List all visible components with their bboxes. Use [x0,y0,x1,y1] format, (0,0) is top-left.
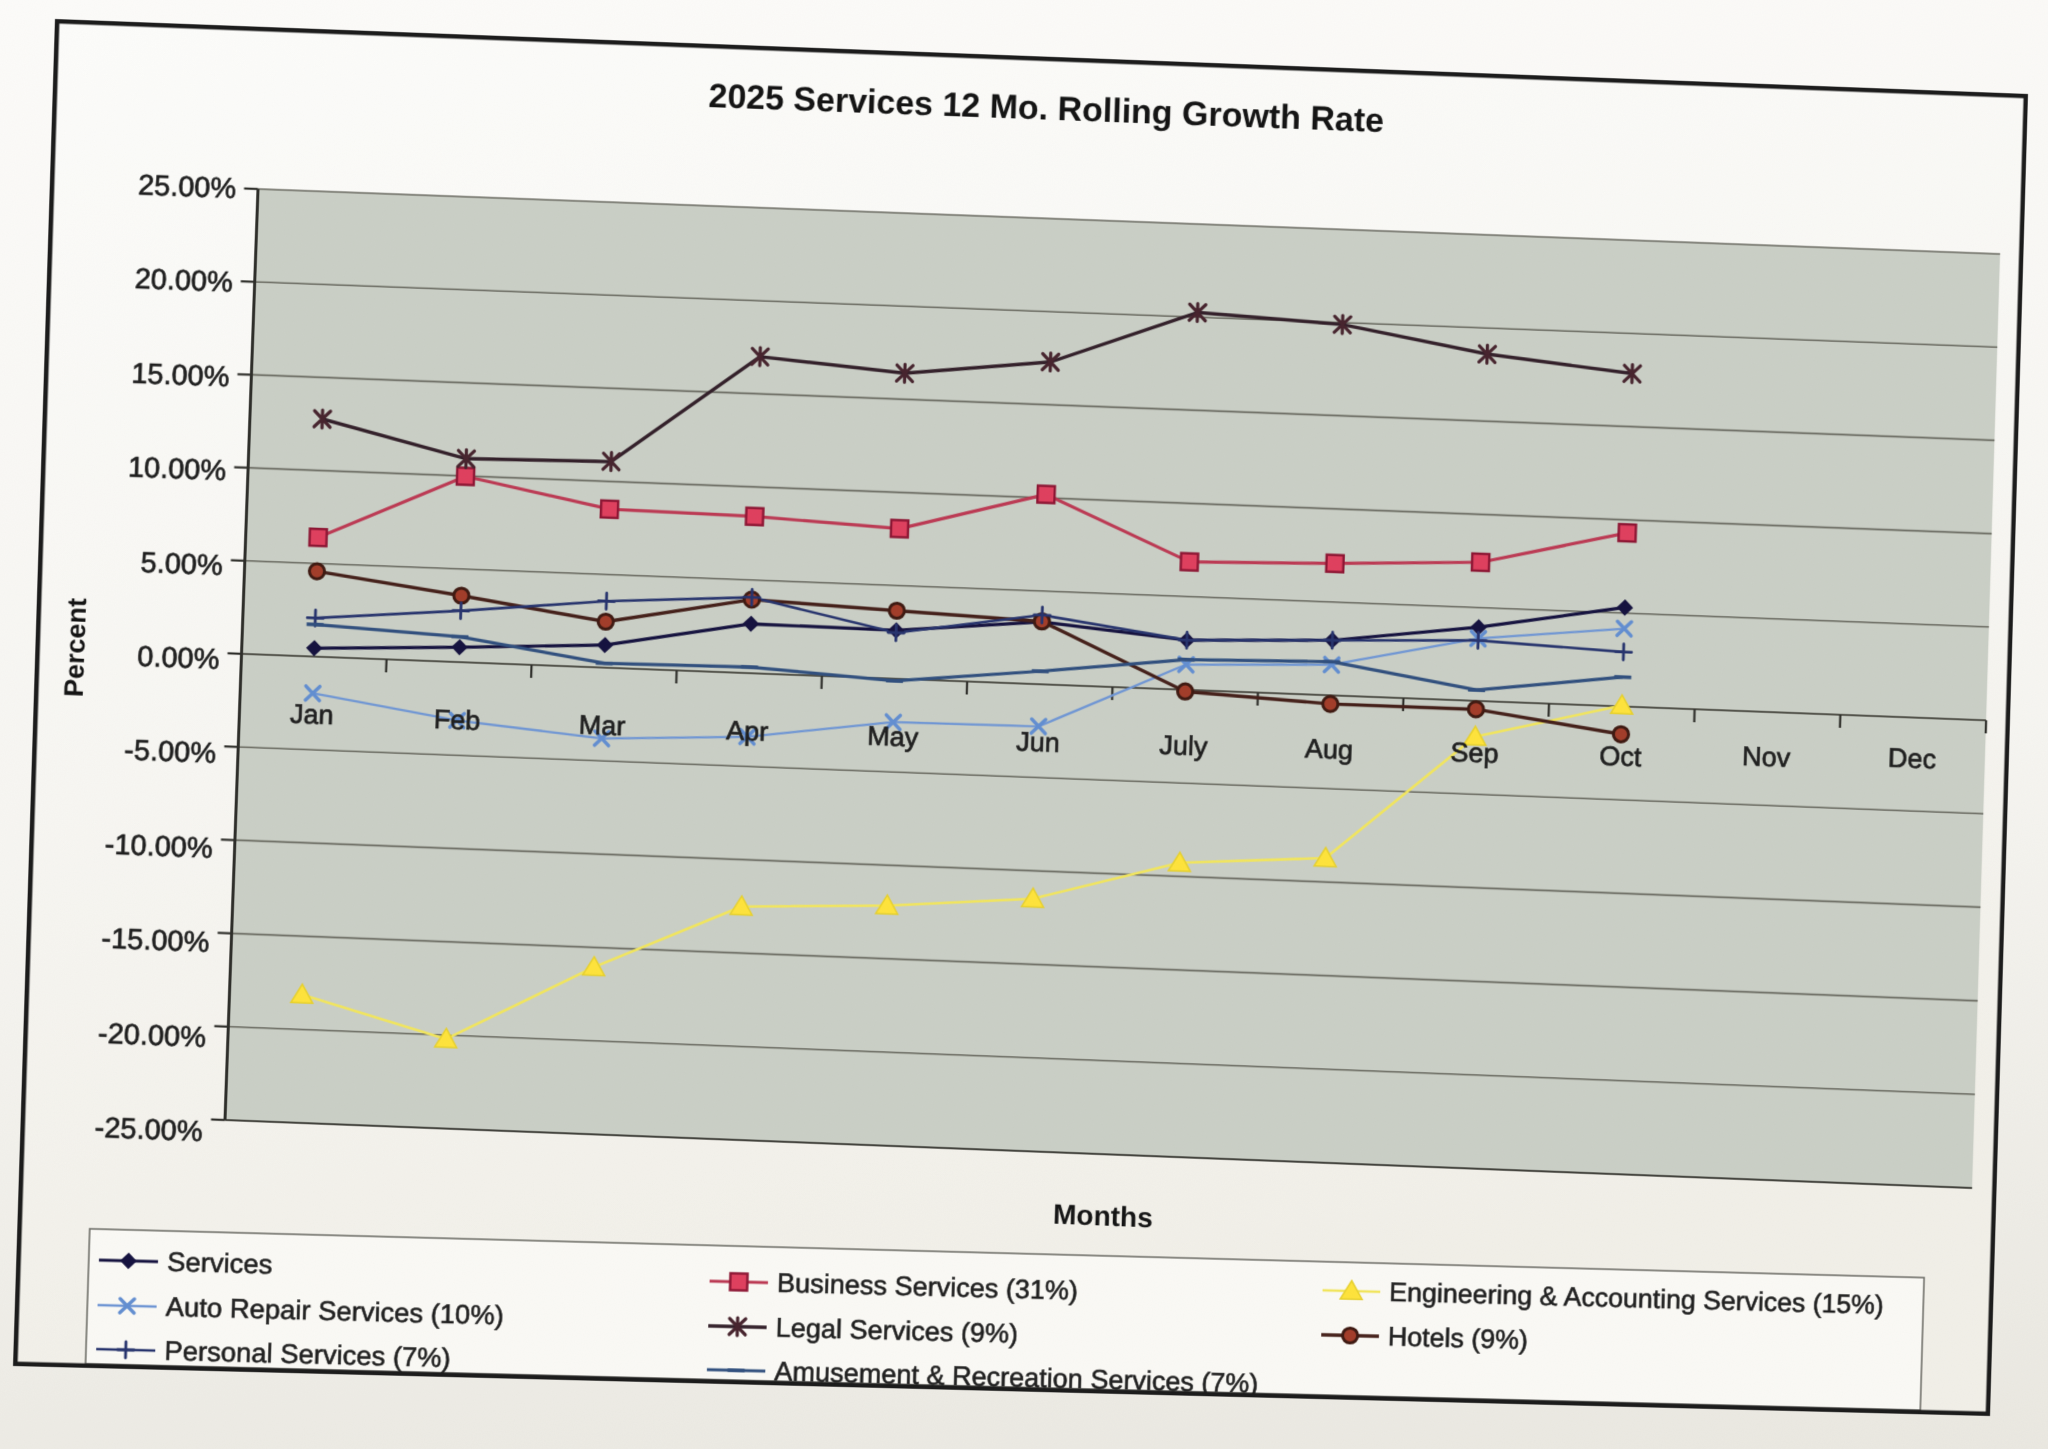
svg-text:Dec: Dec [1887,743,1936,775]
svg-text:-5.00%: -5.00% [124,735,217,770]
svg-text:-10.00%: -10.00% [104,829,213,865]
svg-text:-20.00%: -20.00% [97,1017,206,1053]
svg-text:Mar: Mar [578,710,625,742]
svg-text:25.00%: 25.00% [138,170,237,206]
svg-text:0.00%: 0.00% [137,641,220,676]
svg-text:Months: Months [1053,1198,1154,1233]
svg-text:15.00%: 15.00% [131,358,230,394]
svg-text:Jan: Jan [290,699,335,731]
svg-text:Apr: Apr [726,715,769,747]
svg-text:20.00%: 20.00% [134,264,233,300]
svg-text:July: July [1159,730,1209,762]
svg-text:May: May [867,721,920,753]
svg-text:Oct: Oct [1599,741,1643,773]
svg-text:10.00%: 10.00% [127,452,226,488]
svg-text:5.00%: 5.00% [140,547,223,582]
svg-text:-15.00%: -15.00% [101,923,210,959]
svg-text:Jun: Jun [1016,726,1061,758]
svg-text:Feb: Feb [433,704,481,736]
svg-text:-25.00%: -25.00% [94,1112,203,1148]
svg-text:Aug: Aug [1304,733,1353,765]
svg-text:Sep: Sep [1450,737,1499,769]
svg-text:2025 Services 12 Mo. Rolling G: 2025 Services 12 Mo. Rolling Growth Rate [708,77,1385,140]
svg-text:Percent: Percent [59,597,92,697]
svg-text:Nov: Nov [1742,741,1792,773]
